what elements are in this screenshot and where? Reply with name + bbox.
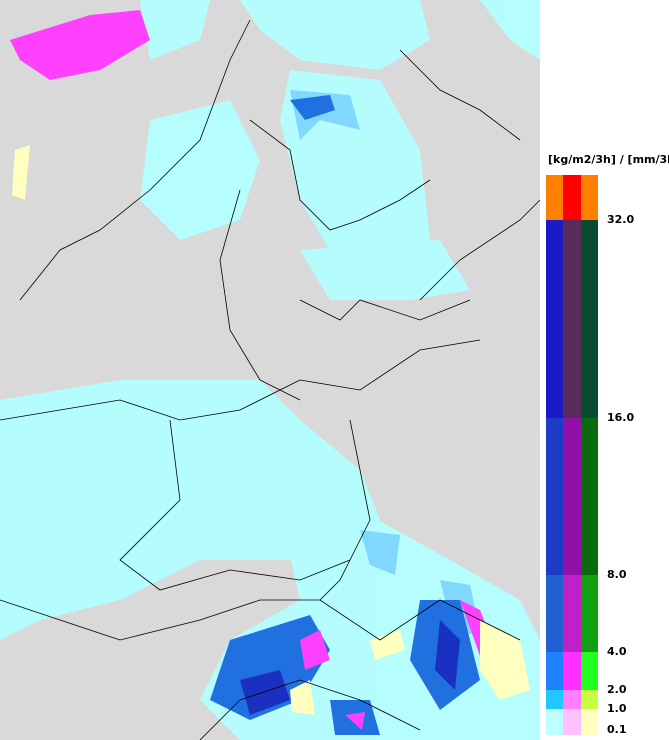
color-bar [546,175,598,735]
legend-label: 1.0 [607,702,627,715]
legend-label: 16.0 [607,411,634,424]
legend-label: 32.0 [607,213,634,226]
legend-label: 4.0 [607,645,627,658]
legend-unit: [kg/m2/3h] / [mm/3h] [548,153,669,166]
legend-label: 2.0 [607,683,627,696]
legend-label: 8.0 [607,568,627,581]
legend-label: 0.1 [607,723,627,736]
map [0,0,541,740]
